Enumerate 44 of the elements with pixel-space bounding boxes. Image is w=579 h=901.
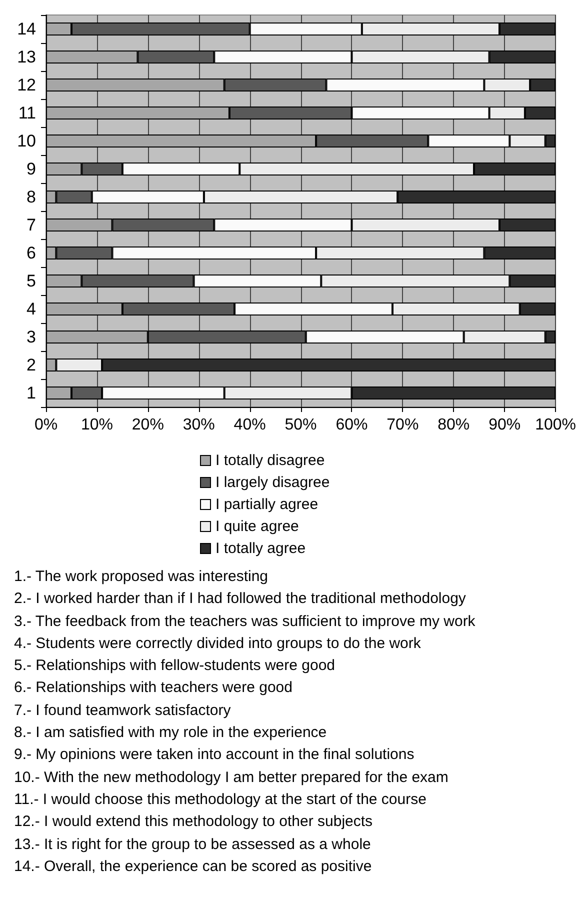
text: 3.- The feedback from the teachers was sufficient to improve my work (13, 612, 476, 632)
text: 4.- Students were correctly divided into groups to do the work (13, 634, 422, 654)
legend-label: I totally agree (216, 540, 306, 557)
y-tick-label: 13 (17, 48, 36, 66)
legend-label: I quite agree (216, 518, 299, 535)
x-tick-label: 100% (535, 416, 576, 434)
x-tick-label: 60% (336, 416, 368, 434)
y-tick-label: 14 (17, 20, 36, 38)
y-tick-label: 9 (26, 160, 36, 178)
text: 1.- The work proposed was interesting (13, 567, 270, 587)
x-tick-label: 50% (284, 416, 317, 434)
y-tick-label: 3 (26, 328, 36, 346)
x-tick-label: 20% (132, 416, 164, 434)
text: 2.- I worked harder than if I had followed the traditional methodology (13, 589, 467, 610)
text: 7.- I found teamwork satisfactory (13, 700, 232, 721)
y-tick-label: 11 (18, 104, 36, 122)
y-tick-label: 6 (26, 244, 36, 262)
y-tick-label: 5 (26, 272, 36, 290)
text: 11.- I would choose this methodology at the start of the course (13, 790, 428, 810)
x-tick-label: 80% (438, 416, 470, 434)
x-tick-label: 40% (234, 416, 266, 434)
text: 14.- Overall, the experience can be scored as positive (13, 856, 373, 877)
x-tick-label: 30% (182, 416, 215, 434)
x-tick-label: 70% (386, 416, 419, 434)
legend-label: I partially agree (216, 496, 318, 513)
text: 13.- It is right for the group to be assessed as a whole (13, 834, 372, 855)
x-tick-label: 90% (488, 416, 521, 434)
text: 5.- Relationships with fellow-students were good (13, 656, 336, 676)
legend-label: I largely disagree (216, 474, 330, 491)
text: 9.- My opinions were taken into account in the final solutions (13, 745, 416, 766)
y-tick-label: 10 (17, 132, 36, 150)
text: 12.- I would extend this methodology to other subjects (13, 812, 374, 832)
text: 6.- Relationships with teachers were good (13, 678, 294, 698)
y-tick-label: 12 (17, 76, 36, 94)
text: 8.- I am satisfied with my role in the experience (13, 723, 328, 744)
x-tick-label: 10% (80, 416, 113, 434)
legend-label: I totally disagree (216, 452, 325, 469)
y-tick-label: 7 (26, 216, 36, 234)
y-tick-label: 1 (26, 384, 36, 402)
y-tick-label: 4 (26, 300, 36, 318)
y-tick-label: 2 (26, 356, 36, 374)
text: 10.- With the new methodology I am better prepared for the exam (13, 768, 450, 788)
y-tick-label: 8 (26, 188, 36, 206)
x-tick-label: 0% (34, 416, 58, 434)
